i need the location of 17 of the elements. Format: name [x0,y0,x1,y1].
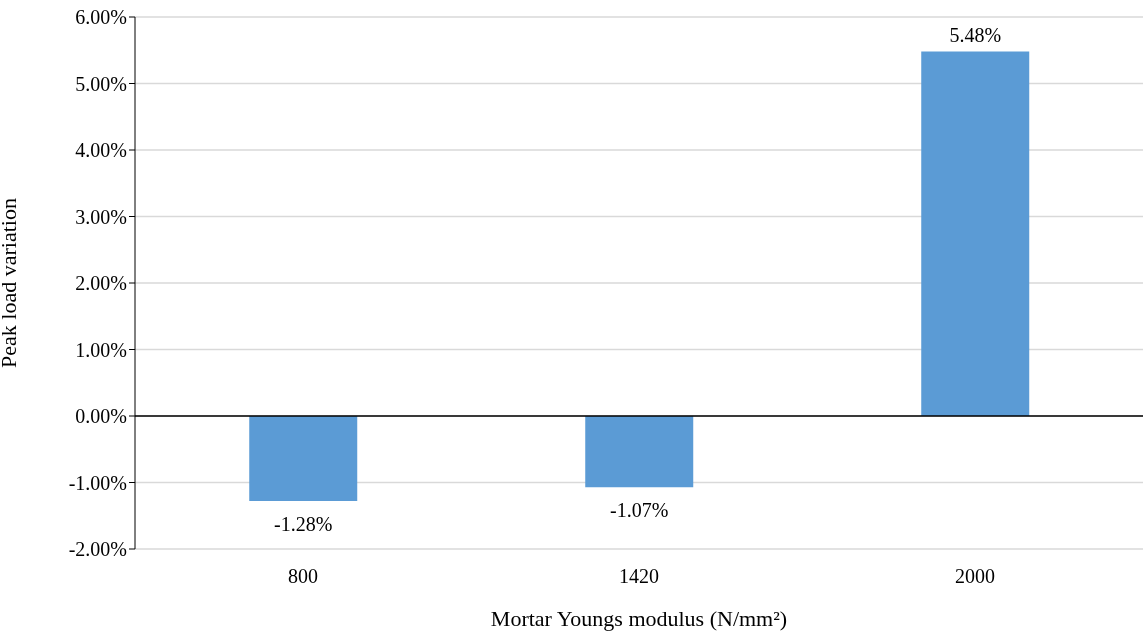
x-axis-title: Mortar Youngs modulus (N/mm²) [490,606,788,631]
data-label: -1.28% [274,513,333,536]
y-tick-label: 5.00% [75,72,127,95]
y-tick-label: 0.00% [75,405,127,428]
y-tick-label: 3.00% [75,205,127,228]
y-tick-label: 2.00% [75,272,127,295]
y-tick-label: 4.00% [75,139,127,162]
data-label: -1.07% [610,499,669,522]
y-tick-label: 1.00% [75,338,127,361]
x-tick-label: 1420 [619,565,659,588]
y-axis-title: Peak load variation [0,198,21,368]
y-tick-label: -1.00% [68,471,127,494]
x-tick-label: 2000 [955,565,995,588]
y-tick-label: -2.00% [68,538,127,561]
data-label: 5.48% [949,23,1002,46]
x-tick-label: 800 [288,565,318,588]
y-tick-label: 6.00% [75,6,127,29]
